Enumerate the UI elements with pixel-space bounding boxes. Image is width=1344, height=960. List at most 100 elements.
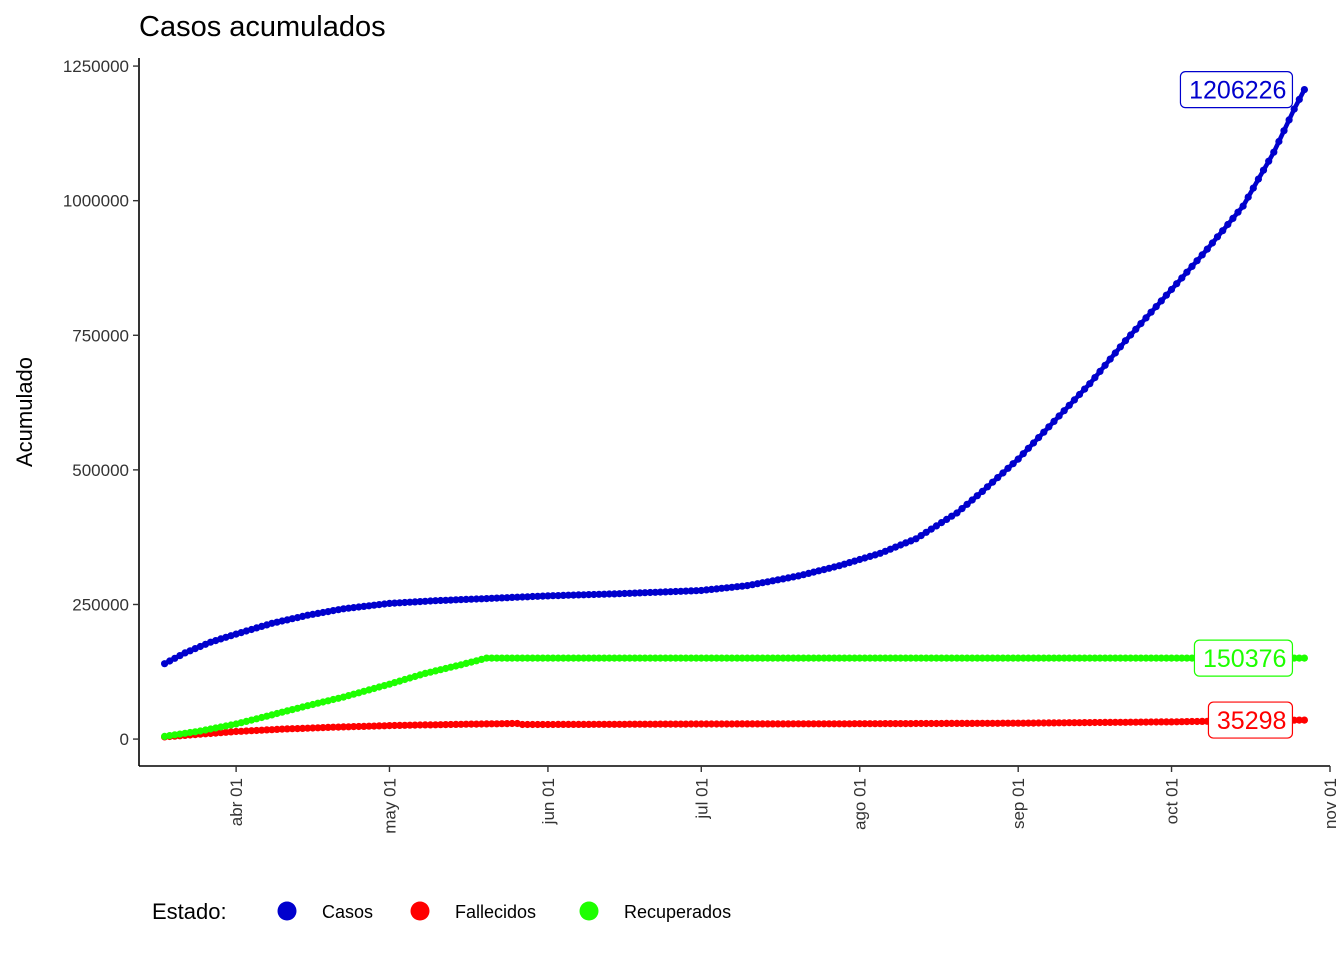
- end-label-text: 1206226: [1189, 77, 1286, 105]
- data-point: [774, 654, 782, 662]
- data-point: [851, 720, 859, 728]
- data-point: [544, 720, 552, 729]
- data-point: [580, 720, 588, 729]
- data-point: [575, 654, 583, 662]
- data-point: [779, 654, 787, 662]
- data-point: [1162, 718, 1170, 726]
- data-point: [232, 727, 240, 736]
- data-point: [1045, 719, 1053, 727]
- end-label-text: 150376: [1203, 645, 1286, 673]
- data-point: [539, 592, 547, 600]
- data-point: [748, 654, 757, 662]
- data-point: [656, 720, 665, 728]
- data-point: [1070, 396, 1078, 404]
- data-point: [523, 593, 532, 601]
- data-point: [743, 654, 751, 662]
- data-point: [958, 654, 966, 662]
- data-point: [672, 654, 680, 662]
- data-point: [554, 592, 562, 600]
- legend-key-recuperados: [579, 901, 599, 921]
- data-point: [989, 654, 997, 662]
- series-recuperados: [161, 654, 1308, 741]
- data-point: [794, 654, 803, 662]
- data-point: [534, 720, 542, 729]
- data-point: [968, 654, 976, 662]
- data-point: [871, 720, 879, 728]
- data-point: [1004, 654, 1012, 662]
- data-point: [743, 720, 751, 728]
- data-point: [825, 654, 833, 662]
- data-point: [845, 720, 854, 728]
- data-point: [968, 496, 976, 504]
- data-point: [1183, 268, 1191, 276]
- data-point: [513, 593, 521, 601]
- data-point: [595, 654, 603, 662]
- data-point: [651, 720, 659, 728]
- data-point: [1173, 280, 1181, 288]
- x-tick-label: sep 01: [1009, 778, 1028, 829]
- data-point: [569, 591, 578, 599]
- data-point: [1188, 262, 1196, 270]
- data-point: [569, 720, 578, 729]
- data-point: [953, 719, 961, 728]
- data-point: [1035, 654, 1043, 662]
- x-axis: abr 01 may 01 jun 01 jul 01 ago 01 sep 01 oct …: [139, 765, 1340, 834]
- data-point: [523, 654, 532, 662]
- data-point: [1009, 460, 1017, 468]
- data-point: [891, 654, 900, 662]
- data-point: [764, 654, 772, 662]
- data-point: [483, 720, 491, 728]
- data-point: [830, 654, 838, 662]
- data-point: [677, 587, 685, 595]
- data-point: [442, 596, 450, 604]
- data-point: [1096, 367, 1104, 375]
- data-point: [651, 654, 659, 662]
- data-point: [794, 720, 803, 728]
- data-point: [718, 720, 726, 728]
- data-point: [728, 583, 736, 591]
- data-point: [462, 595, 470, 604]
- data-point: [1055, 412, 1063, 420]
- data-point: [375, 601, 383, 609]
- data-point: [488, 654, 496, 662]
- data-point: [1270, 148, 1278, 156]
- data-point: [385, 599, 394, 608]
- data-point: [529, 592, 537, 601]
- data-point: [1173, 654, 1181, 662]
- data-point: [840, 720, 849, 728]
- y-tick-label: 1000000: [63, 192, 129, 211]
- data-point: [774, 720, 782, 728]
- data-point: [610, 720, 619, 728]
- data-point: [610, 654, 619, 662]
- data-point: [897, 720, 905, 728]
- data-point: [544, 592, 552, 600]
- data-point: [1116, 718, 1124, 726]
- data-point: [247, 727, 256, 735]
- data-point: [1055, 719, 1063, 727]
- data-point: [1152, 303, 1160, 311]
- data-point: [1040, 654, 1048, 662]
- data-point: [1173, 718, 1181, 726]
- data-point: [467, 720, 475, 728]
- data-point: [396, 721, 404, 730]
- data-point: [304, 724, 312, 732]
- data-point: [1081, 719, 1089, 727]
- data-point: [426, 597, 434, 605]
- data-point: [641, 589, 649, 597]
- data-point: [1132, 325, 1140, 333]
- data-point: [1029, 654, 1038, 662]
- data-point: [876, 654, 884, 662]
- data-point: [457, 596, 465, 604]
- data-point: [917, 719, 925, 728]
- data-point: [1183, 654, 1191, 662]
- data-point: [687, 654, 695, 662]
- data-point: [1065, 719, 1073, 727]
- data-point: [1142, 654, 1150, 662]
- data-point: [288, 725, 296, 733]
- data-point: [989, 478, 997, 486]
- data-point: [1086, 654, 1094, 662]
- data-point: [733, 720, 741, 728]
- data-point: [621, 720, 629, 728]
- data-point: [314, 724, 322, 732]
- data-point: [1121, 654, 1130, 662]
